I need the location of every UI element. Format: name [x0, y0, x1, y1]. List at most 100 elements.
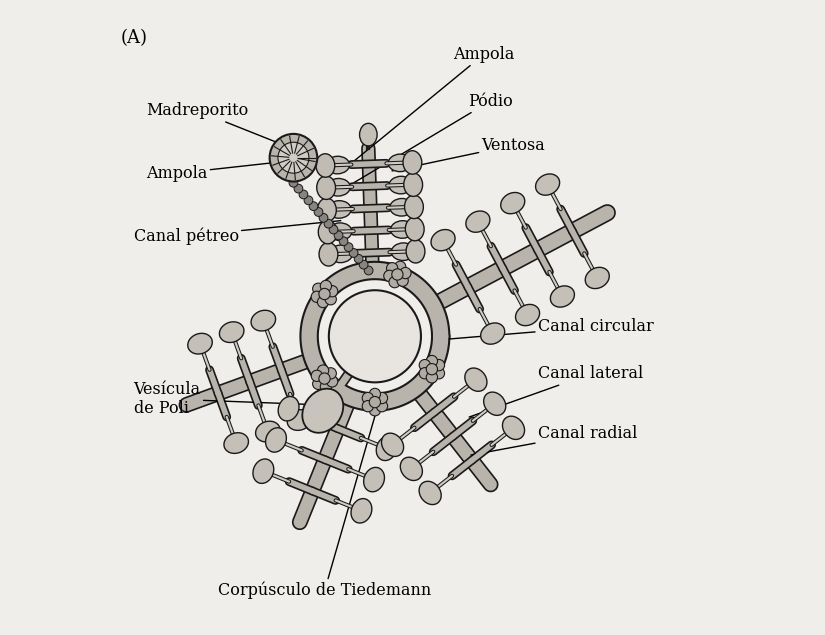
Circle shape — [318, 297, 328, 308]
Text: Madreporito: Madreporito — [146, 102, 297, 150]
Text: Ampola: Ampola — [342, 46, 515, 171]
Circle shape — [329, 290, 421, 382]
Ellipse shape — [224, 432, 248, 453]
Circle shape — [349, 248, 358, 257]
Circle shape — [354, 255, 363, 263]
Ellipse shape — [400, 457, 422, 481]
Ellipse shape — [403, 150, 422, 174]
Ellipse shape — [481, 323, 505, 344]
Ellipse shape — [403, 173, 422, 196]
Circle shape — [309, 202, 318, 211]
Text: (A): (A) — [121, 29, 148, 47]
Circle shape — [320, 381, 332, 392]
Ellipse shape — [360, 123, 377, 146]
Ellipse shape — [364, 467, 384, 491]
Ellipse shape — [391, 243, 415, 260]
Text: Ventosa: Ventosa — [392, 137, 545, 171]
Circle shape — [311, 370, 323, 382]
Circle shape — [370, 389, 380, 399]
Circle shape — [319, 213, 328, 222]
Ellipse shape — [319, 243, 338, 266]
Ellipse shape — [381, 433, 403, 457]
Ellipse shape — [483, 392, 506, 415]
Text: Pódio: Pódio — [354, 93, 512, 183]
Ellipse shape — [278, 396, 299, 421]
Circle shape — [344, 243, 353, 251]
Text: Corpúsculo de Tiedemann: Corpúsculo de Tiedemann — [218, 408, 431, 599]
Ellipse shape — [390, 199, 413, 216]
Circle shape — [392, 269, 403, 280]
Ellipse shape — [302, 389, 343, 433]
Circle shape — [294, 184, 303, 193]
Circle shape — [318, 288, 330, 300]
Ellipse shape — [219, 322, 244, 342]
Circle shape — [325, 368, 337, 379]
Circle shape — [327, 376, 337, 387]
Ellipse shape — [535, 174, 559, 195]
Circle shape — [384, 271, 395, 281]
Circle shape — [339, 237, 348, 246]
Circle shape — [334, 231, 343, 240]
Ellipse shape — [329, 245, 352, 263]
Circle shape — [365, 266, 373, 275]
Circle shape — [433, 368, 445, 379]
Circle shape — [314, 208, 323, 217]
Text: Canal circular: Canal circular — [446, 318, 653, 339]
Ellipse shape — [351, 498, 372, 523]
Circle shape — [278, 142, 309, 173]
Ellipse shape — [256, 421, 280, 442]
Circle shape — [359, 260, 368, 269]
Circle shape — [304, 196, 313, 204]
Text: Canal radial: Canal radial — [471, 425, 637, 455]
Circle shape — [400, 267, 411, 279]
Ellipse shape — [376, 436, 397, 460]
Circle shape — [329, 225, 338, 234]
Circle shape — [325, 293, 337, 305]
Circle shape — [427, 364, 437, 375]
Circle shape — [376, 392, 388, 404]
Circle shape — [433, 359, 445, 371]
Ellipse shape — [501, 192, 525, 214]
Ellipse shape — [466, 211, 490, 232]
Circle shape — [427, 371, 437, 383]
Ellipse shape — [464, 368, 487, 391]
Circle shape — [313, 378, 324, 389]
Circle shape — [320, 280, 332, 291]
Circle shape — [362, 392, 374, 404]
Circle shape — [318, 365, 328, 376]
Ellipse shape — [502, 416, 525, 439]
Ellipse shape — [253, 459, 274, 483]
Circle shape — [318, 373, 330, 384]
Ellipse shape — [389, 177, 412, 194]
Circle shape — [299, 190, 308, 199]
Ellipse shape — [389, 154, 412, 171]
Text: Canal pétreo: Canal pétreo — [134, 220, 341, 244]
Ellipse shape — [316, 154, 335, 177]
Circle shape — [313, 283, 324, 295]
Circle shape — [419, 368, 431, 379]
Ellipse shape — [550, 286, 574, 307]
Text: Vesícula
de Poli: Vesícula de Poli — [134, 380, 308, 417]
Circle shape — [289, 178, 298, 187]
Ellipse shape — [318, 220, 337, 244]
Circle shape — [311, 291, 323, 302]
Text: Ampola: Ampola — [146, 161, 288, 182]
Circle shape — [394, 261, 406, 272]
Text: Canal lateral: Canal lateral — [469, 365, 643, 417]
Ellipse shape — [326, 156, 350, 174]
Ellipse shape — [188, 333, 212, 354]
Circle shape — [419, 359, 431, 371]
Ellipse shape — [317, 176, 336, 199]
Circle shape — [376, 401, 388, 412]
Ellipse shape — [404, 195, 423, 218]
Circle shape — [389, 276, 400, 288]
Ellipse shape — [390, 221, 414, 238]
Ellipse shape — [328, 201, 351, 218]
Ellipse shape — [251, 311, 276, 331]
Circle shape — [387, 263, 398, 274]
Circle shape — [270, 134, 318, 182]
Circle shape — [324, 219, 333, 228]
Ellipse shape — [327, 178, 351, 196]
Ellipse shape — [431, 229, 455, 251]
Ellipse shape — [266, 428, 286, 452]
